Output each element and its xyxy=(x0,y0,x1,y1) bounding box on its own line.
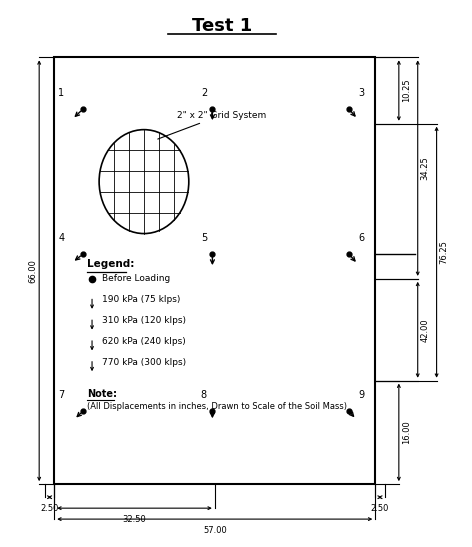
Text: Note:: Note: xyxy=(87,388,118,399)
Text: 7: 7 xyxy=(58,389,65,400)
Text: 6: 6 xyxy=(358,232,364,243)
Text: Test 1: Test 1 xyxy=(192,18,252,35)
Text: 310 kPa (120 klps): 310 kPa (120 klps) xyxy=(102,316,186,325)
Text: 2" x 2" Grid System: 2" x 2" Grid System xyxy=(158,110,266,139)
Text: 9: 9 xyxy=(358,389,364,400)
Text: 2: 2 xyxy=(201,88,207,98)
Text: 2.50: 2.50 xyxy=(371,504,389,513)
Text: 2.50: 2.50 xyxy=(41,504,59,513)
Text: Legend:: Legend: xyxy=(87,259,135,269)
Text: 57.00: 57.00 xyxy=(203,526,227,534)
Text: 16.00: 16.00 xyxy=(402,421,411,444)
Text: 10.25: 10.25 xyxy=(402,79,411,102)
Text: 42.00: 42.00 xyxy=(421,318,430,341)
Text: 76.25: 76.25 xyxy=(439,240,448,264)
Text: 620 kPa (240 klps): 620 kPa (240 klps) xyxy=(102,337,186,346)
Text: Before Loading: Before Loading xyxy=(102,275,171,283)
Text: 4: 4 xyxy=(59,232,64,243)
Text: 770 kPa (300 klps): 770 kPa (300 klps) xyxy=(102,358,186,366)
Text: 32.50: 32.50 xyxy=(123,515,146,523)
Circle shape xyxy=(99,130,189,234)
Bar xyxy=(54,57,375,484)
Text: 3: 3 xyxy=(358,88,364,98)
Text: 190 kPa (75 klps): 190 kPa (75 klps) xyxy=(102,295,181,304)
Text: 34.25: 34.25 xyxy=(421,156,430,180)
Text: 5: 5 xyxy=(201,232,207,243)
Text: 66.00: 66.00 xyxy=(28,259,38,283)
Text: 8: 8 xyxy=(201,389,207,400)
Text: 1: 1 xyxy=(59,88,64,98)
Text: (All Displacements in inches, Drawn to Scale of the Soil Mass): (All Displacements in inches, Drawn to S… xyxy=(87,401,347,411)
